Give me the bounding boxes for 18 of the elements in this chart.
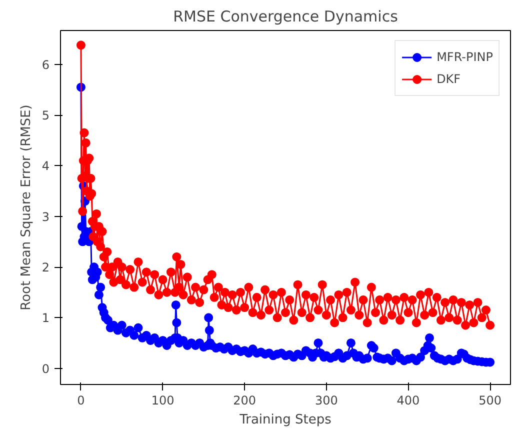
x-tick-label: 100 <box>151 394 174 408</box>
x-tick-label: 400 <box>396 394 420 408</box>
y-tick-label: 0 <box>42 362 50 376</box>
y-tick-label: 4 <box>42 159 50 174</box>
chart-title: RMSE Convergence Dynamics <box>173 8 398 26</box>
y-tick-label: 3 <box>42 210 50 224</box>
x-tick-label: 0 <box>77 394 85 408</box>
y-axis-title: Root Mean Square Error (RMSE) <box>18 104 34 310</box>
x-axis-title: Training Steps <box>238 412 332 428</box>
x-tick-label: 200 <box>233 394 256 408</box>
y-tick-label: 5 <box>42 108 50 123</box>
x-tick-label: 300 <box>314 394 338 408</box>
y-tick-label: 6 <box>42 58 50 72</box>
y-tick-label: 1 <box>42 311 50 326</box>
legend-label: DKF <box>436 72 461 86</box>
legend-label: MFR-PINP <box>436 50 493 64</box>
y-tick-label: 2 <box>42 260 50 275</box>
x-tick-label: 500 <box>478 394 502 408</box>
